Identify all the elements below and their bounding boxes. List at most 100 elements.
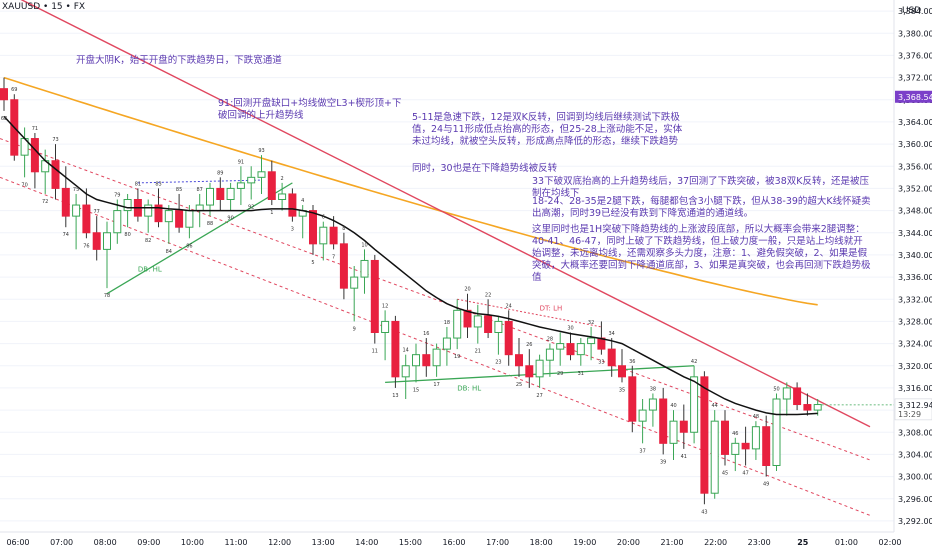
candle-body — [587, 337, 596, 345]
time-tick-label: 10:00 — [181, 538, 204, 547]
last-price-badge — [895, 90, 932, 103]
candle-body — [401, 365, 410, 378]
candle-body — [484, 315, 493, 333]
bar-number: 36 — [629, 359, 635, 365]
bar-number: 23 — [495, 360, 501, 366]
bar-number: 41 — [681, 454, 687, 460]
channel-mid — [0, 138, 871, 461]
candle-body — [762, 426, 771, 467]
candle-body — [772, 398, 781, 466]
bar-number: 38 — [650, 386, 656, 392]
candle-body — [412, 354, 420, 367]
candle-body — [463, 309, 472, 328]
bar-number: 37 — [639, 448, 645, 454]
time-tick-label: 06:00 — [6, 538, 29, 547]
bar-number: 81 — [135, 181, 141, 187]
price-tick-label: 3,356.00 — [898, 162, 932, 171]
candle-body — [195, 204, 204, 212]
symbol-header[interactable]: XAUUSD • 15 • FX — [2, 2, 85, 12]
candle-body — [710, 420, 719, 494]
bar-number: 92 — [248, 205, 254, 211]
candle-body — [216, 187, 225, 201]
bar-number: 48 — [753, 414, 759, 420]
candle-body — [206, 187, 214, 206]
bar-number: 89 — [217, 170, 223, 176]
price-tick-label: 3,336.00 — [898, 273, 932, 282]
bar-number: 85 — [176, 187, 182, 193]
time-tick-label: 18:00 — [530, 538, 553, 547]
bar-number: 3 — [291, 227, 294, 233]
time-tick-label: 23:00 — [748, 538, 771, 547]
time-tick-label: 14:00 — [355, 538, 378, 547]
grid — [0, 10, 894, 522]
bar-number: 86 — [186, 243, 192, 249]
bar-number: 76 — [83, 243, 89, 249]
time-axis: 06:00 07:00 08:00 09:00 10:00 11:00 12:00 13:00… — [0, 531, 902, 547]
bar-number: 79 — [114, 193, 120, 199]
bar-number: 11 — [372, 349, 378, 355]
bar-number: 31 — [578, 371, 584, 377]
bar-number: 91 — [238, 159, 244, 165]
bar-number: 15 — [413, 387, 419, 393]
candle-body — [607, 348, 616, 367]
time-tick-label: 25 — [797, 538, 809, 547]
price-tick-label: 3,384.00 — [898, 7, 932, 16]
candle-body — [123, 199, 132, 212]
bar-number: 39 — [660, 459, 666, 465]
bar-number: 8 — [342, 226, 345, 232]
candle-body — [350, 276, 359, 289]
price-tick-label: 3,292.00 — [898, 517, 932, 526]
data-source: FX — [73, 2, 86, 12]
candle-body — [432, 348, 441, 367]
bar-number: 21 — [475, 349, 481, 355]
candle-body — [679, 420, 688, 433]
bar-number: 20 — [464, 287, 470, 293]
time-tick-label: 22:00 — [704, 538, 727, 547]
header-separator: • — [43, 2, 52, 12]
candle-body — [175, 210, 184, 228]
bar-number: 12 — [382, 303, 388, 309]
price-tick-label: 3,328.00 — [898, 317, 932, 326]
bar-number: 1 — [270, 210, 273, 216]
bar-number: 2 — [281, 176, 284, 182]
time-tick-label: 09:00 — [137, 538, 160, 547]
current-price-badge — [894, 398, 932, 421]
price-tick-label: 3,320.00 — [898, 362, 932, 371]
bar-number: 49 — [763, 482, 769, 488]
candle-body — [360, 259, 369, 278]
price-tick-label: 3,340.00 — [898, 251, 932, 260]
candle-body — [267, 171, 276, 201]
candle-body — [648, 398, 657, 411]
candle-body — [803, 404, 812, 411]
candle-body — [0, 88, 8, 101]
candle-body — [741, 442, 750, 450]
candle-body — [329, 226, 338, 245]
last-price-label: 3,368.54 — [898, 93, 932, 102]
candle-body — [164, 210, 173, 223]
candle-body — [422, 354, 431, 367]
time-tick-label: 15:00 — [399, 538, 422, 547]
bar-number: 77 — [94, 209, 100, 215]
bar-number: 29 — [557, 371, 563, 377]
pattern-label: DB: HL — [138, 266, 162, 274]
bar-number: 9 — [353, 326, 356, 332]
price-tick-label: 3,360.00 — [898, 140, 932, 149]
moving-average-20 — [3, 115, 818, 416]
bar-number: 45 — [722, 471, 728, 477]
bar-number: 19 — [454, 354, 460, 360]
bar-number: 22 — [485, 292, 491, 298]
candle-body — [659, 398, 668, 444]
bar-number: 68 — [1, 116, 7, 122]
time-tick-label: 20:00 — [617, 538, 640, 547]
slow-moving-average — [3, 76, 818, 306]
bar-number: 90 — [227, 216, 233, 222]
price-tick-label: 3,304.00 — [898, 450, 932, 459]
bar-number: 26 — [526, 342, 532, 348]
candle-body — [782, 387, 791, 400]
candle-body — [690, 376, 699, 433]
candle-body — [381, 320, 390, 333]
candle-body — [236, 182, 245, 189]
bar-number: 44 — [712, 403, 718, 409]
candle-body — [793, 387, 802, 406]
